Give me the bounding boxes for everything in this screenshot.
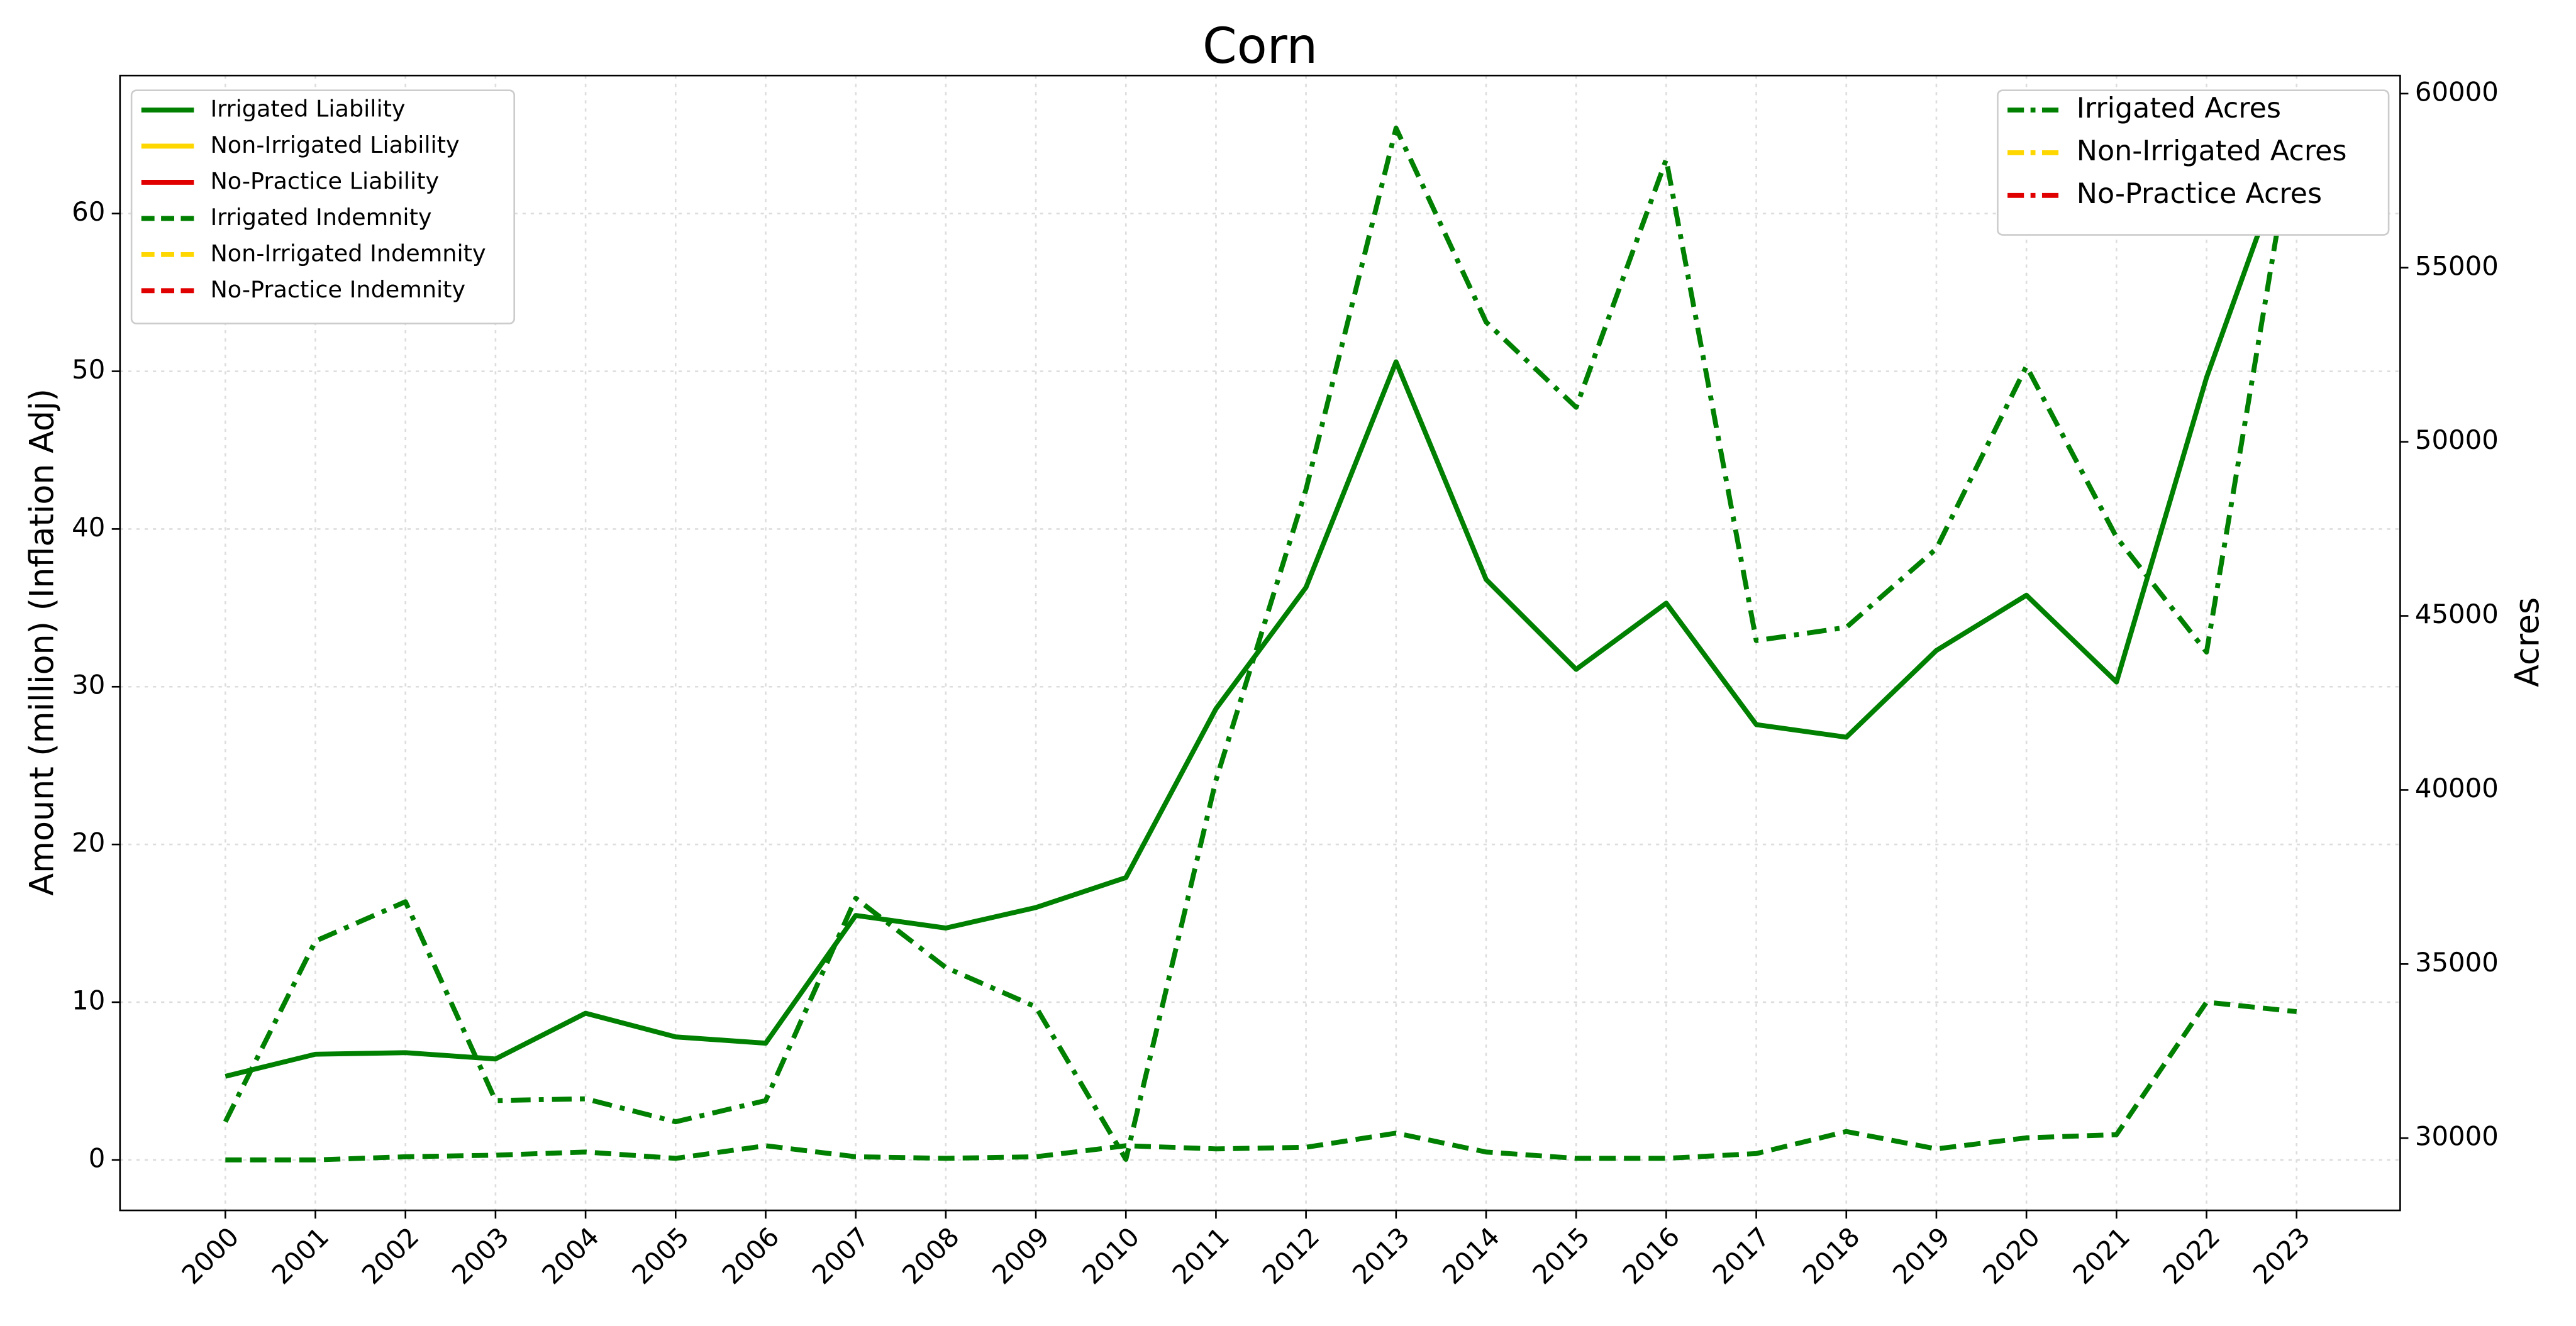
series-line [225,126,2299,1079]
x-tick-label: 2009 [986,1221,1055,1290]
y2-tick-label: 30000 [2415,1121,2499,1152]
x-tick-label: 2005 [626,1221,695,1290]
legend-label: Non-Irrigated Liability [210,131,459,158]
y-tick-label: 40 [72,512,105,543]
x-tick-label: 2018 [1797,1221,1866,1290]
legend-label: No-Practice Acres [2077,178,2322,210]
chart-title: Corn [1202,18,1318,75]
x-tick-label: 2003 [446,1221,515,1290]
legend-label: Irrigated Acres [2077,92,2281,124]
x-tick-label: 2016 [1616,1221,1685,1290]
series-line [223,114,2299,1162]
y-tick-label: 0 [89,1142,106,1173]
x-tick-label: 2013 [1346,1221,1416,1290]
legend-label: Non-Irrigated Acres [2077,135,2347,167]
y2-tick-label: 55000 [2415,250,2499,281]
legend-label: Non-Irrigated Indemnity [210,240,486,267]
y-axis-label: Amount (million) (Inflation Adj) [24,389,62,896]
legend-box [1997,89,2390,236]
x-tick-label: 2002 [356,1221,425,1290]
plot-frame [119,74,2401,1212]
legend-box [130,89,516,324]
x-tick-label: 2020 [1977,1221,2046,1290]
y-tick-label: 50 [72,354,105,385]
y2-tick-label: 40000 [2415,773,2499,804]
y2-tick-label: 50000 [2415,424,2499,455]
x-tick-label: 2017 [1707,1221,1776,1290]
x-tick-label: 2008 [896,1221,965,1290]
x-tick-label: 2010 [1076,1221,1145,1290]
y-tick-label: 30 [72,670,105,700]
x-tick-label: 2019 [1887,1221,1956,1290]
x-tick-label: 2015 [1526,1221,1596,1290]
legend: Irrigated Acres Non-Irrigated Acres No-Pra… [1997,89,2390,236]
x-tick-label: 2014 [1436,1221,1506,1290]
y2-axis-label: Acres [2509,597,2547,687]
x-tick-label: 2000 [175,1221,245,1290]
x-tick-label: 2022 [2157,1221,2226,1290]
x-tick-label: 2007 [806,1221,875,1290]
x-tick-label: 2004 [536,1221,605,1290]
x-tick-label: 2011 [1166,1221,1235,1290]
legend-label: Irrigated Indemnity [210,204,431,231]
x-tick-label: 2023 [2247,1221,2316,1290]
legend-label: No-Practice Liability [210,167,439,194]
y-tick-label: 20 [72,827,105,858]
y-tick-label: 10 [72,985,105,1015]
x-tick-label: 2006 [716,1221,786,1290]
legend-label: No-Practice Indemnity [210,276,465,303]
x-tick-label: 2012 [1257,1221,1326,1290]
y-tick-label: 60 [72,196,105,227]
y2-tick-label: 60000 [2415,76,2499,107]
series-line [225,1000,2297,1163]
x-tick-label: 2001 [266,1221,335,1290]
y2-tick-label: 45000 [2415,599,2499,629]
legend: Irrigated Liability Non-Irrigated Liabili… [130,89,516,324]
y2-tick-label: 35000 [2415,947,2499,978]
legend-label: Irrigated Liability [210,96,405,123]
x-tick-label: 2021 [2067,1221,2136,1290]
